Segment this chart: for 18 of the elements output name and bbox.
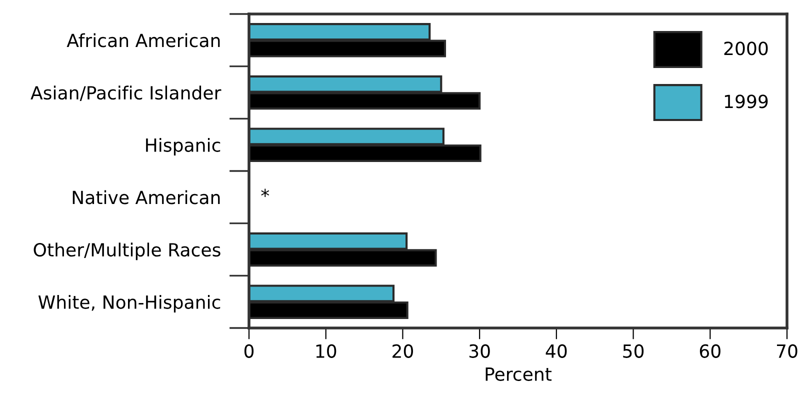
x-tick-label: 60	[700, 344, 720, 358]
x-axis-title: Percent	[486, 368, 552, 381]
x-tick-label: 40	[546, 344, 567, 358]
x-tick-label: 30	[469, 344, 490, 358]
x-tick-label: 50	[623, 344, 644, 358]
legend-label: 1999	[724, 94, 768, 108]
annotation: *	[261, 188, 270, 197]
x-tick-label: 10	[316, 344, 336, 358]
y-tick-label: Hispanic	[146, 138, 220, 156]
y-tick-label: Other/Multiple Races	[34, 242, 220, 260]
x-tick-label: 20	[392, 344, 414, 358]
legend-label: 2000	[724, 42, 768, 56]
x-tick-label: 0	[244, 344, 254, 358]
y-tick-label: Asian/Pacific Islander	[30, 86, 222, 102]
y-tick-label: Native American	[72, 190, 220, 204]
y-tick-label: White, Non-Hispanic	[38, 294, 220, 312]
y-tick-label: African American	[66, 33, 220, 48]
x-tick-label: 70	[776, 344, 798, 358]
